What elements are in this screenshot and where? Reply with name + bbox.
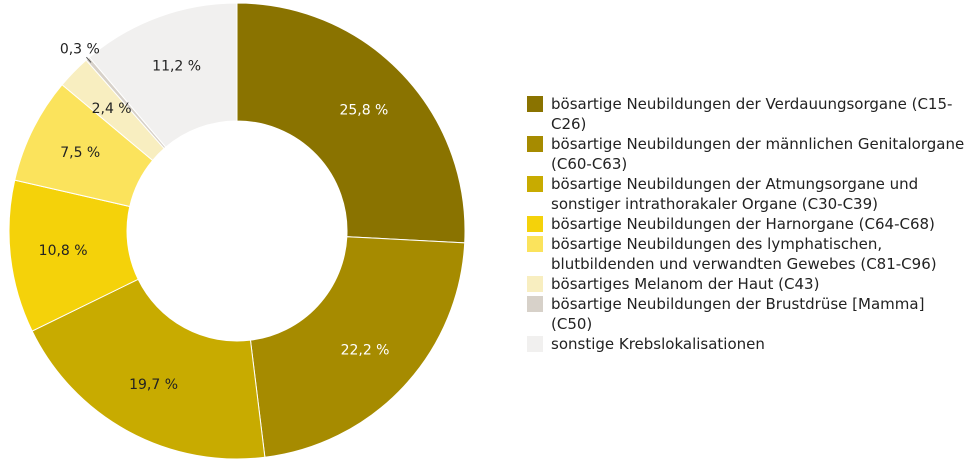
legend-item: bösartige Neubildungen der männlichen Ge…	[527, 134, 967, 174]
legend-swatch	[527, 336, 543, 352]
chart: 25,8 % 22,2 % 19,7 % 10,8 % 7,5 % 2,4 % 0,3 % 1…	[8, 2, 466, 459]
data-label: 0,3 %	[60, 42, 100, 58]
slice	[249, 236, 466, 458]
legend-swatch	[527, 176, 543, 192]
legend-label: sonstige Krebslokalisationen	[551, 335, 765, 353]
legend-label: bösartiges Melanom der Haut (C43)	[551, 275, 820, 293]
legend-item: bösartige Neubildungen der Brustdrüse [M…	[527, 294, 967, 334]
slice	[88, 2, 238, 148]
data-label: 2,4 %	[92, 101, 132, 117]
legend-label: bösartige Neubildungen der Verdauungsorg…	[551, 95, 953, 133]
legend-label: bösartige Neubildungen der männlichen Ge…	[551, 135, 965, 173]
legend-swatch	[527, 296, 543, 312]
slice	[236, 2, 466, 244]
data-label: 25,8 %	[339, 103, 388, 119]
legend-label: bösartige Neubildungen des lymphatischen…	[551, 235, 937, 273]
slice	[31, 278, 266, 459]
data-label: 19,7 %	[129, 377, 178, 393]
legend-swatch	[527, 236, 543, 252]
legend-label: bösartige Neubildungen der Atmungsorgane…	[551, 175, 919, 213]
data-label: 22,2 %	[341, 342, 390, 358]
legend-item: bösartige Neubildungen des lymphatischen…	[527, 234, 967, 274]
legend: bösartige Neubildungen der Verdauungsorg…	[527, 94, 967, 354]
legend-swatch	[527, 136, 543, 152]
legend-item: bösartiges Melanom der Haut (C43)	[527, 274, 967, 294]
legend-item: sonstige Krebslokalisationen	[527, 334, 967, 354]
data-label: 11,2 %	[152, 59, 201, 75]
legend-item: bösartige Neubildungen der Harnorgane (C…	[527, 214, 967, 234]
legend-label: bösartige Neubildungen der Brustdrüse [M…	[551, 295, 925, 333]
legend-label: bösartige Neubildungen der Harnorgane (C…	[551, 215, 935, 233]
legend-item: bösartige Neubildungen der Verdauungsorg…	[527, 94, 967, 134]
data-label: 7,5 %	[60, 145, 100, 161]
data-label: 10,8 %	[39, 243, 88, 259]
leader-line	[86, 56, 92, 63]
legend-swatch	[527, 96, 543, 112]
legend-swatch	[527, 216, 543, 232]
legend-swatch	[527, 276, 543, 292]
legend-item: bösartige Neubildungen der Atmungsorgane…	[527, 174, 967, 214]
